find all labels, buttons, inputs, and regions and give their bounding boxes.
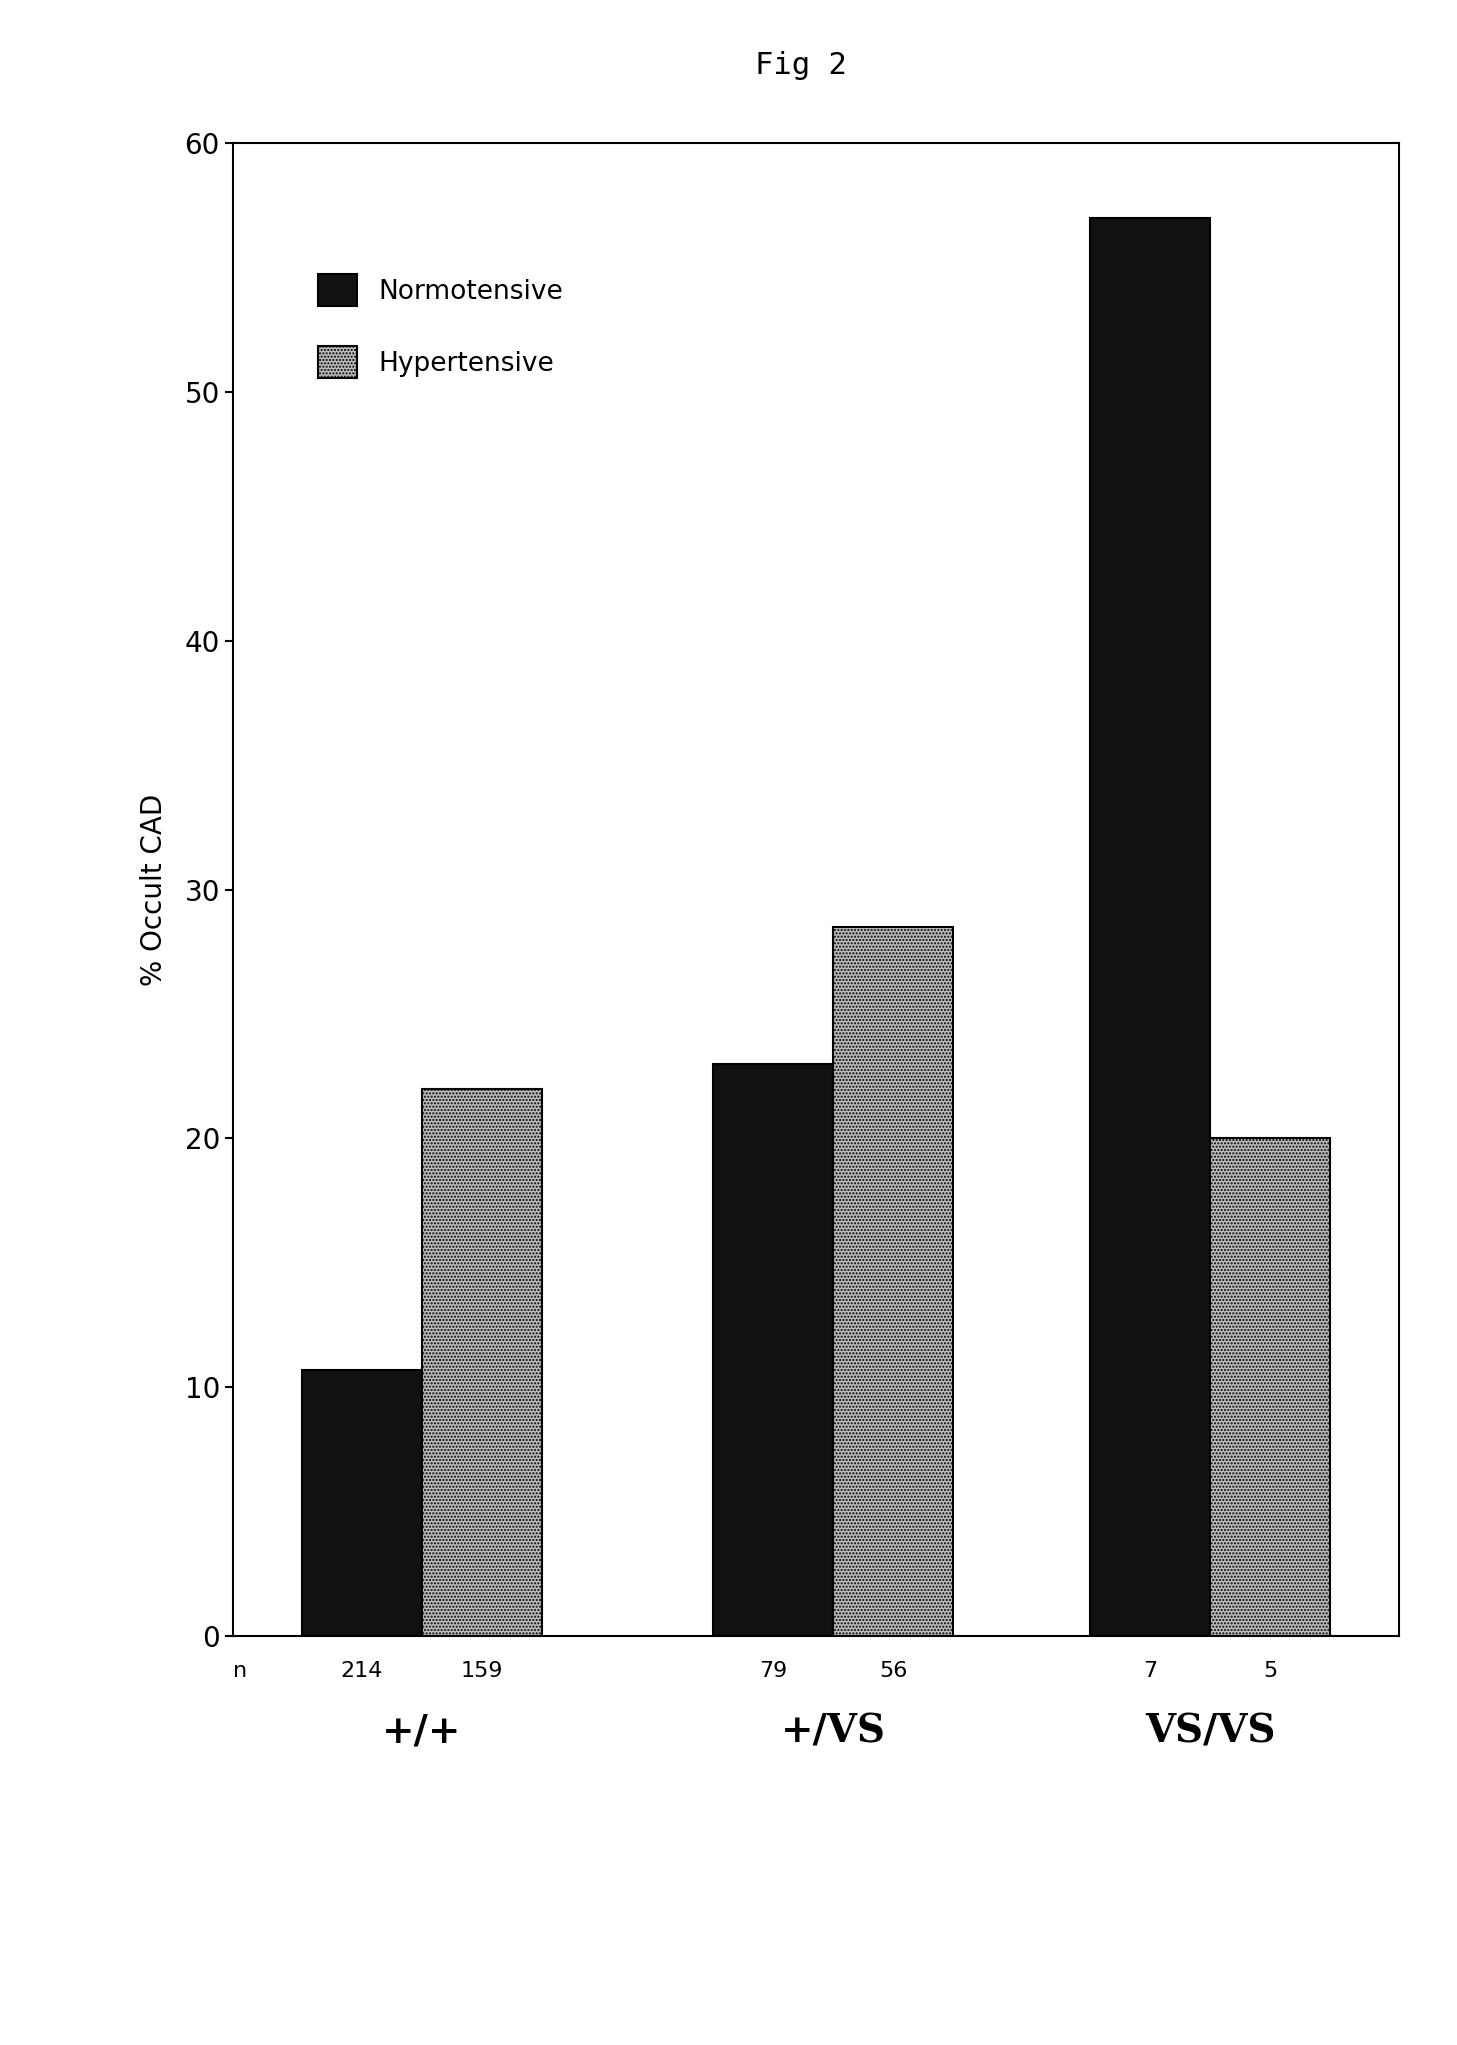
Text: 5: 5 <box>1263 1661 1278 1681</box>
Bar <box>833 926 953 1636</box>
Y-axis label: % Occult CAD: % Occult CAD <box>140 793 168 986</box>
Bar <box>302 1370 421 1636</box>
Text: 159: 159 <box>460 1661 503 1681</box>
Text: +/VS: +/VS <box>781 1712 886 1751</box>
Text: 56: 56 <box>879 1661 908 1681</box>
Bar <box>421 1088 542 1636</box>
Text: VS/VS: VS/VS <box>1145 1712 1275 1751</box>
Text: 7: 7 <box>1144 1661 1157 1681</box>
Bar <box>1090 219 1211 1636</box>
Legend: Normotensive, Hypertensive: Normotensive, Hypertensive <box>305 262 577 391</box>
Text: 79: 79 <box>759 1661 787 1681</box>
Text: +/+: +/+ <box>382 1712 462 1751</box>
Bar <box>712 1063 833 1636</box>
Text: Fig 2: Fig 2 <box>755 51 848 80</box>
Text: n: n <box>233 1661 248 1681</box>
Text: 214: 214 <box>341 1661 383 1681</box>
Bar <box>1211 1139 1330 1636</box>
